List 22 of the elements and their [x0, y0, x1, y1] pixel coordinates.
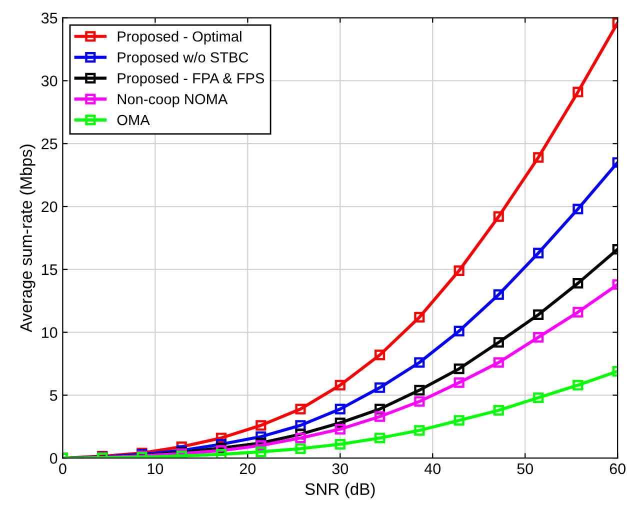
legend-label: Non-coop NOMA: [118, 94, 228, 108]
x-axis-title: SNR (dB): [305, 482, 375, 498]
y-tick-label: 10: [42, 327, 58, 338]
x-tick-label: 50: [517, 463, 534, 474]
x-tick-label: 40: [424, 463, 441, 474]
x-tick-label: 20: [240, 463, 256, 474]
y-tick-label: 20: [42, 201, 58, 212]
legend-label: Proposed - Optimal: [118, 30, 242, 45]
y-tick-label: 35: [41, 12, 58, 24]
y-tick-label: 5: [50, 390, 58, 401]
y-tick-label: 30: [41, 76, 58, 86]
y-tick-label: 0: [50, 452, 58, 464]
y-axis-title: Average sum-rate (Mbps): [20, 144, 36, 332]
legend-label: Proposed w/o STBC: [118, 52, 248, 66]
x-tick-label: 60: [610, 463, 626, 474]
x-tick-label: 0: [59, 463, 66, 474]
x-tick-label: 30: [332, 463, 348, 474]
legend-label: Proposed - FPA & FPS: [118, 72, 264, 86]
legend-label: OMA: [117, 114, 150, 126]
x-tick-label: 10: [148, 463, 164, 474]
y-tick-label: 25: [42, 138, 58, 150]
y-tick-label: 15: [42, 264, 58, 276]
